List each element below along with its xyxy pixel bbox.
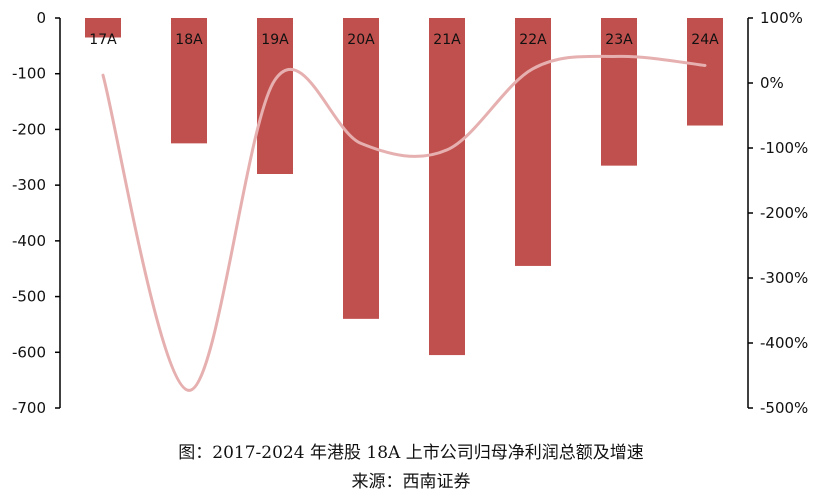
chart-caption-title: 图：2017-2024 年港股 18A 上市公司归母净利润总额及增速: [178, 443, 644, 463]
x-tick-label: 20A: [347, 32, 375, 48]
y-right-tick-label: 100%: [760, 9, 803, 27]
y-right-tick-label: -400%: [760, 334, 808, 352]
y-left-tick-label: -300: [12, 176, 46, 194]
y-left-tick-label: -400: [12, 232, 46, 250]
growth-line: [101, 54, 707, 392]
y-left-tick-label: -700: [12, 399, 46, 417]
bar-23A: [601, 18, 637, 166]
bar-21A: [429, 18, 465, 356]
x-tick-label: 19A: [261, 32, 289, 48]
y-right-tick-label: -200%: [760, 204, 808, 222]
y-left-tick-label: -200: [12, 120, 46, 138]
bar-18A: [171, 18, 207, 144]
y-right-tick-label: -300%: [760, 269, 808, 287]
x-tick-label: 17A: [89, 32, 117, 48]
bar-17A: [85, 18, 121, 38]
bar-22A: [515, 18, 551, 266]
y-right-tick-label: -500%: [760, 399, 808, 417]
bar-19A: [257, 18, 293, 174]
y-right-tick-label: 0%: [760, 74, 784, 92]
y-left-tick-label: -600: [12, 343, 46, 361]
x-tick-label: 24A: [691, 32, 719, 48]
x-tick-label: 22A: [519, 32, 547, 48]
y-left-tick-label: -500: [12, 288, 46, 306]
chart-caption-source: 来源：西南证券: [351, 472, 471, 492]
bar-24A: [687, 18, 723, 126]
y-left-tick-label: -100: [12, 65, 46, 83]
y-left-tick-label: 0: [36, 9, 46, 27]
x-tick-label: 18A: [175, 32, 203, 48]
x-tick-label: 23A: [605, 32, 633, 48]
chart: 17A 18A 19A 20A 21A 22A 23A 24A 0 -100 -200 -300 -40…: [12, 9, 808, 417]
bar-20A: [343, 18, 379, 319]
y-right-tick-label: -100%: [760, 139, 808, 157]
x-tick-label: 21A: [433, 32, 461, 48]
